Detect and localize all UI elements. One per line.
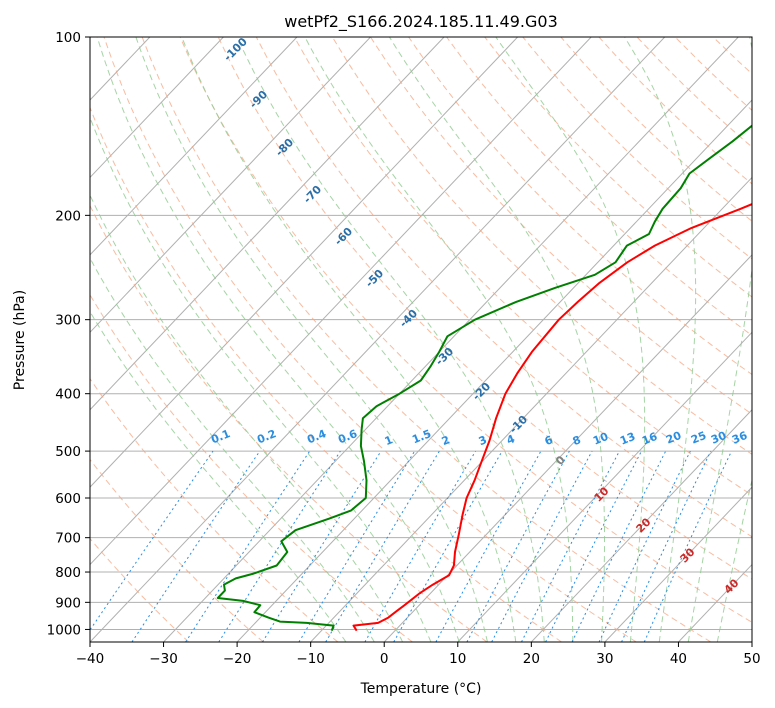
dry-adiabat-line	[90, 204, 488, 642]
moist-adiabat-line	[90, 310, 347, 642]
moist-adiabat-line	[716, 477, 752, 642]
mixing-ratio-label: 13	[618, 430, 637, 448]
background-lines	[90, 37, 752, 642]
moist-adiabat-line	[96, 37, 460, 642]
x-axis-label: Temperature (°C)	[360, 681, 482, 697]
dry-adiabat-line	[90, 458, 264, 642]
dry-adiabat-line	[90, 537, 190, 642]
moist-adiabat-line	[304, 37, 574, 642]
moist-adiabat-line	[90, 257, 375, 642]
moist-adiabat-line	[687, 37, 752, 642]
moist-adiabat-line	[90, 116, 432, 642]
y-tick-label: 500	[55, 444, 81, 460]
x-tick-label: −30	[149, 651, 178, 667]
moist-adiabat-line	[495, 37, 646, 642]
y-axis: 1000 900 800 700 600 500 400 300 200 100	[47, 30, 90, 638]
isotherm-line	[236, 99, 752, 642]
isotherm-line	[90, 37, 298, 256]
isotherm-line	[90, 37, 519, 488]
isotherm-line	[90, 37, 666, 642]
dry-adiabat-line	[103, 37, 637, 642]
mixing-ratio-line	[621, 450, 712, 642]
dry-adiabat-line	[90, 377, 339, 642]
mixing-ratio-label: 30	[709, 429, 728, 447]
mixing-ratio-label: 20	[664, 429, 683, 447]
mixing-ratio-line	[364, 450, 477, 642]
temperature-line	[352, 203, 752, 632]
dry-adiabat-line	[217, 37, 752, 580]
y-tick-label: 100	[55, 30, 81, 46]
x-tick-label: 30	[596, 651, 613, 667]
series-lines	[216, 124, 752, 632]
x-tick-label: −20	[223, 651, 252, 667]
x-tick-label: 10	[449, 651, 466, 667]
dry-adiabat-line	[370, 37, 752, 415]
mixing-ratio-line	[325, 450, 440, 642]
isotherm-line	[90, 37, 371, 334]
y-tick-label: 600	[55, 491, 81, 507]
mixing-ratio-label: 36	[730, 429, 749, 447]
mixing-ratio-line	[466, 450, 570, 642]
moist-adiabat-line	[236, 37, 545, 642]
y-tick-label: 400	[55, 387, 81, 403]
dry-adiabat-line	[331, 37, 752, 455]
mixing-ratio-line	[521, 450, 620, 642]
mixing-ratio-line	[545, 450, 642, 642]
x-axis: −40 −30 −20 −10 0 10 20 30 40 50	[76, 642, 761, 667]
x-tick-label: −40	[76, 651, 105, 667]
x-tick-label: 0	[380, 651, 389, 667]
dry-adiabat-line	[90, 293, 413, 642]
moist-adiabat-line	[388, 37, 605, 642]
mixing-ratio-label: 10	[591, 430, 610, 448]
mixing-ratio-label: 25	[689, 429, 708, 447]
isotherm-line	[90, 37, 445, 411]
mixing-ratio-line	[598, 450, 691, 642]
dry-adiabat-line	[446, 37, 752, 337]
mixing-ratio-line	[571, 450, 667, 642]
isotherm-line	[90, 37, 592, 566]
isotherm-line	[163, 37, 739, 642]
x-tick-label: 20	[523, 651, 540, 667]
x-tick-label: 50	[743, 651, 760, 667]
mixing-ratio-line	[298, 450, 416, 642]
y-axis-label: Pressure (hPa)	[12, 290, 28, 390]
y-tick-label: 900	[55, 595, 81, 611]
isotherm-line	[604, 486, 752, 642]
y-tick-label: 1000	[47, 622, 81, 638]
y-tick-label: 300	[55, 313, 81, 329]
moist-adiabat-line	[624, 37, 697, 642]
dry-adiabat-line	[141, 37, 712, 642]
dewpoint-line	[216, 124, 752, 632]
isotherm-line	[457, 331, 752, 642]
y-tick-label: 700	[55, 531, 81, 547]
mixing-ratio-line	[393, 450, 503, 642]
chart-title: wetPf2_S166.2024.185.11.49.G03	[284, 12, 558, 32]
isotherm-line	[530, 408, 752, 642]
dry-adiabat-line	[293, 37, 752, 496]
dry-adiabat-line	[179, 37, 752, 623]
mixing-ratio-line	[185, 450, 311, 642]
moist-adiabat-line	[135, 37, 488, 642]
mixing-ratio-label: 8	[571, 433, 583, 448]
dry-adiabat-line	[90, 106, 562, 642]
x-tick-label: −10	[296, 651, 325, 667]
isotherm-line	[383, 254, 752, 642]
dry-adiabat-line	[408, 37, 752, 376]
mixing-ratio-label: 1	[383, 433, 395, 448]
mixing-ratio-line	[262, 450, 382, 642]
mixing-ratio-label: 3	[477, 433, 489, 448]
mixing-ratio-line	[491, 450, 593, 642]
isotherm-line	[90, 37, 224, 179]
mixing-ratio-line	[643, 450, 733, 642]
y-tick-label: 200	[55, 208, 81, 224]
y-tick-label: 800	[55, 565, 81, 581]
dry-adiabat-line	[255, 37, 752, 538]
mixing-ratio-label: 2	[440, 433, 452, 448]
x-tick-label: 40	[670, 651, 687, 667]
mixing-ratio-line	[435, 450, 542, 642]
plot-frame	[89, 36, 753, 643]
mixing-ratio-label: 16	[640, 430, 659, 448]
